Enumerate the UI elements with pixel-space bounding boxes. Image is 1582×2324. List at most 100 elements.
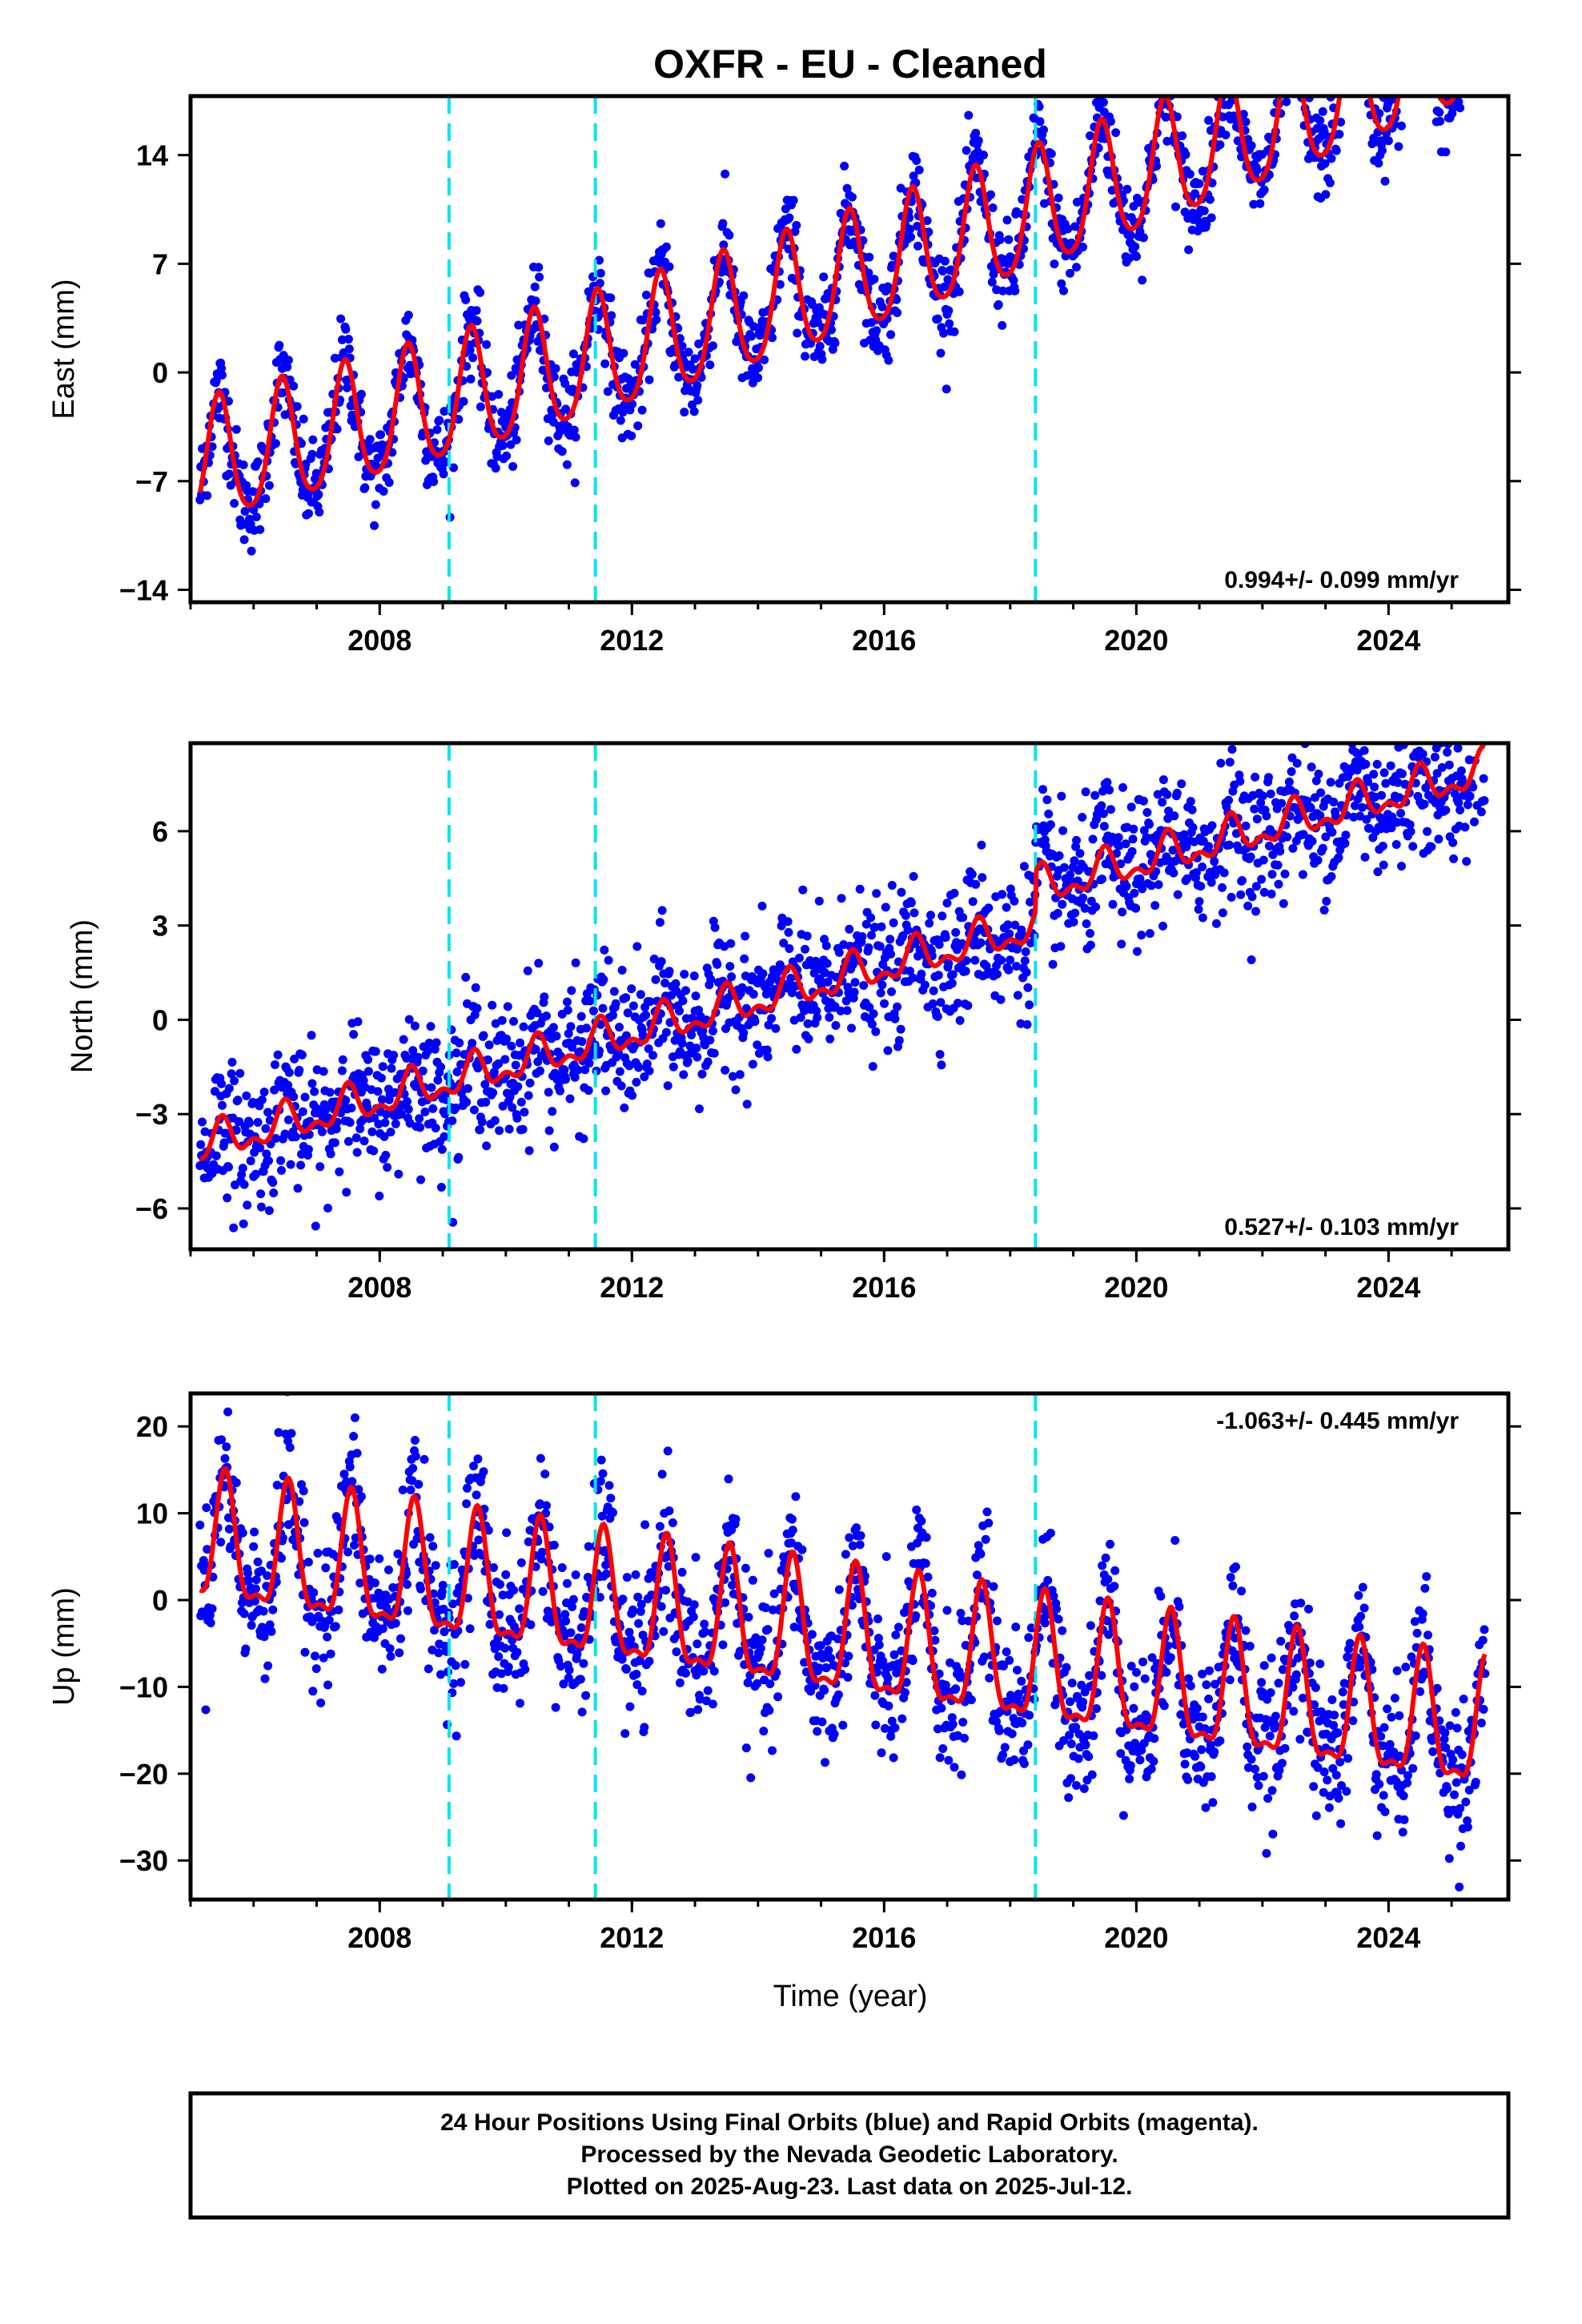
data-point [1312, 123, 1322, 133]
data-point [657, 1470, 667, 1479]
data-point [426, 1022, 436, 1031]
data-point [326, 1649, 335, 1659]
data-point [847, 1601, 857, 1610]
data-point [449, 1679, 458, 1688]
data-point [1074, 1754, 1083, 1763]
data-point [725, 962, 735, 971]
data-point [1427, 64, 1436, 73]
data-point [238, 1528, 247, 1538]
data-point [491, 464, 500, 473]
data-point [504, 1663, 513, 1672]
data-point [889, 251, 898, 261]
data-point [483, 1055, 492, 1064]
data-point [311, 1221, 320, 1231]
data-point [1132, 947, 1142, 956]
data-point [1088, 834, 1098, 844]
data-point [731, 1085, 741, 1095]
data-point [810, 1681, 820, 1690]
data-point [1198, 913, 1207, 923]
data-point [1069, 917, 1078, 927]
data-point [416, 1584, 425, 1594]
data-point [1430, 78, 1439, 86]
data-point [665, 967, 674, 976]
data-point [842, 183, 852, 193]
data-point [1460, 73, 1468, 82]
data-point [887, 881, 897, 890]
data-point [404, 1104, 413, 1114]
data-point [621, 1031, 631, 1040]
data-point [652, 315, 661, 324]
data-point [920, 980, 930, 990]
data-point [238, 1164, 247, 1173]
data-point [596, 1477, 605, 1486]
data-point [535, 272, 544, 282]
data-point [970, 955, 980, 965]
data-point [1453, 743, 1463, 753]
data-point [1004, 965, 1014, 975]
data-point [728, 1580, 737, 1590]
data-point [1145, 929, 1154, 939]
data-point [1420, 0, 1429, 2]
data-point [693, 1052, 702, 1062]
data-point [1092, 1704, 1101, 1713]
data-point [428, 1104, 438, 1113]
data-point [564, 1665, 574, 1675]
data-point [597, 1511, 607, 1521]
data-point [1279, 899, 1288, 908]
data-point [435, 416, 444, 425]
data-point [1227, 892, 1236, 902]
data-point [466, 374, 476, 384]
data-point [1341, 54, 1350, 62]
data-point [420, 1454, 429, 1464]
data-point [396, 1109, 406, 1119]
data-point [602, 1569, 611, 1578]
data-point [333, 1515, 343, 1525]
data-point [669, 1062, 678, 1072]
data-point [476, 1125, 485, 1135]
data-point [868, 1062, 877, 1072]
data-point [901, 911, 910, 920]
data-point [520, 1108, 529, 1117]
data-point [471, 983, 480, 992]
data-point [869, 275, 879, 284]
data-point [461, 972, 471, 982]
data-point [265, 1620, 275, 1630]
data-point [1126, 231, 1135, 240]
data-point [381, 1151, 391, 1160]
data-point [572, 1650, 582, 1659]
data-point [509, 1016, 518, 1026]
data-point [857, 932, 867, 941]
data-point [953, 999, 962, 1008]
data-point [620, 1729, 630, 1739]
data-point [708, 341, 717, 351]
data-point [1450, 708, 1459, 717]
data-point [604, 955, 613, 965]
data-point [1103, 1574, 1113, 1584]
data-point [256, 1189, 266, 1199]
data-point [1078, 813, 1087, 822]
x-tick-label: 2020 [1104, 624, 1168, 657]
data-point [1403, 5, 1412, 14]
data-point [394, 1169, 404, 1179]
data-point [552, 1031, 561, 1041]
data-point [482, 340, 492, 349]
data-point [1419, 0, 1428, 2]
data-point [1476, 730, 1485, 738]
data-point [490, 1116, 500, 1125]
data-point [1333, 56, 1342, 65]
data-point [383, 1565, 393, 1574]
data-point [1281, 51, 1290, 60]
data-point [573, 1065, 583, 1075]
data-point [968, 897, 978, 907]
data-point [343, 335, 353, 344]
data-point [502, 1034, 512, 1043]
data-point [909, 871, 918, 881]
data-point [679, 1070, 689, 1080]
data-point [1080, 1687, 1090, 1697]
data-point [1355, 22, 1363, 31]
data-point [1442, 65, 1451, 74]
data-point [681, 986, 690, 995]
data-point [1264, 841, 1274, 850]
data-point [264, 1206, 274, 1216]
data-point [1038, 785, 1048, 794]
